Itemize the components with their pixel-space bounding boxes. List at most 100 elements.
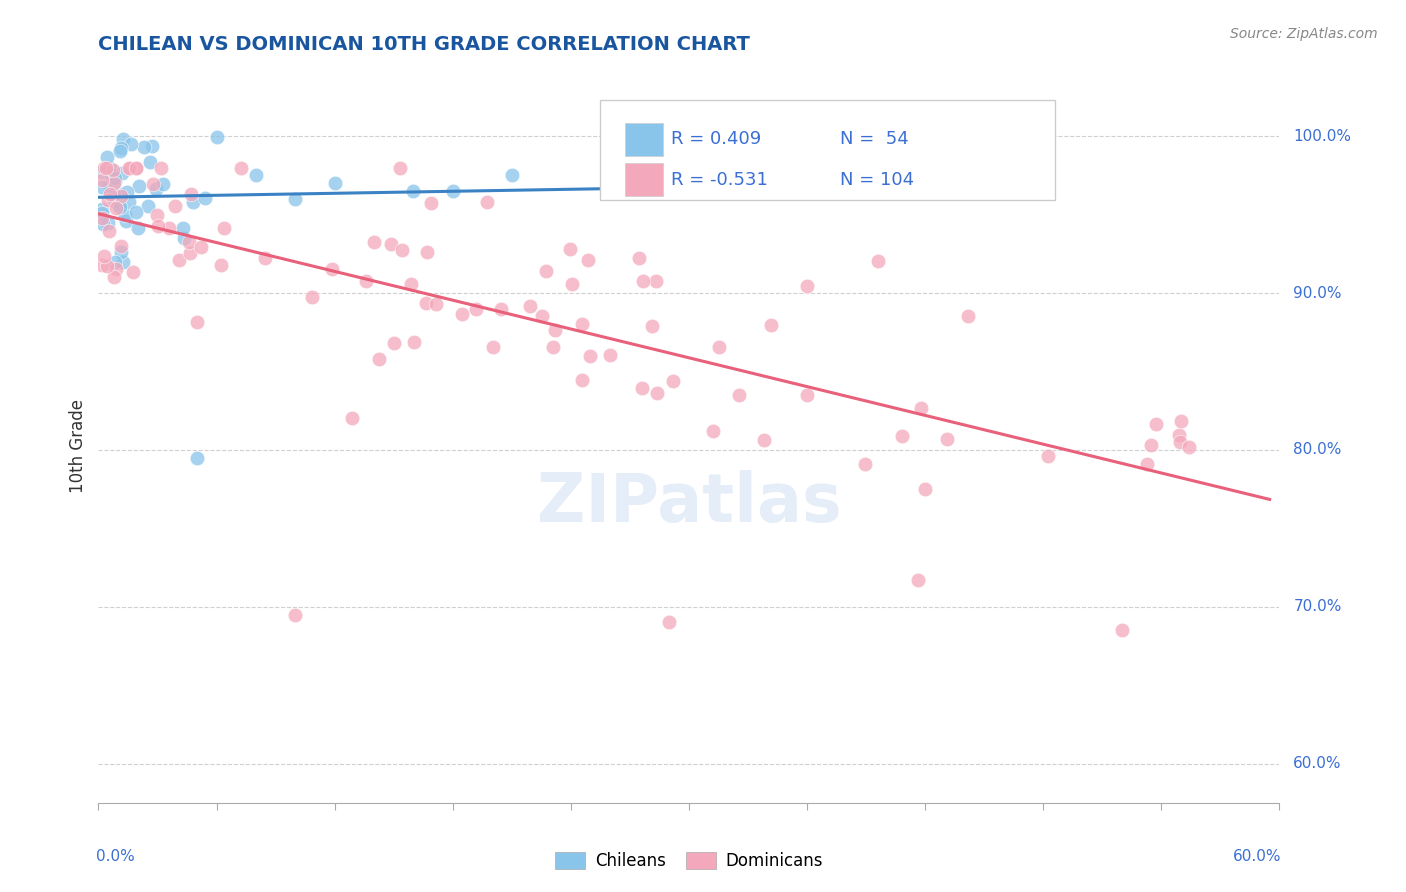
- Point: [103, 176, 125, 190]
- Point: [141, 138, 163, 153]
- Point: [103, 187, 125, 202]
- Point: [245, 169, 267, 183]
- Point: [142, 178, 165, 192]
- Point: [415, 296, 437, 310]
- Point: [796, 388, 818, 402]
- Point: [108, 198, 131, 212]
- Point: [110, 245, 132, 260]
- Point: [402, 334, 425, 349]
- Point: [641, 318, 664, 333]
- Point: [97, 216, 120, 230]
- Text: 0.0%: 0.0%: [96, 849, 135, 864]
- Point: [284, 192, 307, 206]
- Point: [181, 195, 204, 210]
- Point: [571, 373, 593, 387]
- Point: [631, 274, 654, 288]
- Point: [186, 315, 208, 329]
- Point: [416, 244, 439, 259]
- Point: [321, 262, 343, 277]
- Text: 60.0%: 60.0%: [1294, 756, 1341, 771]
- Point: [103, 174, 125, 188]
- Point: [380, 236, 402, 251]
- Point: [890, 429, 912, 443]
- Point: [122, 264, 145, 278]
- Text: ZIPatlas: ZIPatlas: [537, 470, 841, 536]
- Point: [425, 297, 447, 311]
- Point: [101, 162, 124, 177]
- Point: [96, 260, 118, 274]
- Point: [1168, 434, 1191, 449]
- Point: [104, 194, 127, 208]
- Point: [1178, 441, 1201, 455]
- Point: [125, 161, 148, 175]
- Point: [561, 277, 583, 292]
- Point: [638, 176, 661, 190]
- Point: [111, 166, 134, 180]
- Point: [91, 165, 114, 179]
- Point: [115, 186, 138, 200]
- Point: [127, 221, 149, 235]
- Point: [402, 184, 425, 198]
- Point: [388, 161, 411, 175]
- Point: [534, 263, 557, 277]
- Point: [105, 201, 128, 215]
- Point: [104, 171, 127, 186]
- Point: [128, 179, 150, 194]
- Point: [441, 184, 464, 198]
- Point: [957, 310, 980, 324]
- Point: [645, 385, 668, 400]
- FancyBboxPatch shape: [600, 100, 1054, 200]
- Point: [91, 205, 114, 219]
- Point: [146, 219, 169, 233]
- Point: [105, 261, 128, 276]
- Point: [98, 225, 121, 239]
- Point: [382, 336, 405, 351]
- Point: [209, 258, 232, 272]
- Point: [1144, 417, 1167, 432]
- Text: R = 0.409: R = 0.409: [671, 130, 762, 148]
- Text: 100.0%: 100.0%: [1294, 128, 1351, 144]
- Point: [702, 425, 724, 439]
- Point: [108, 144, 131, 158]
- Point: [145, 182, 167, 196]
- Point: [301, 290, 323, 304]
- Point: [145, 208, 167, 222]
- Point: [93, 217, 115, 231]
- Point: [571, 318, 593, 332]
- Point: [96, 165, 118, 179]
- Point: [253, 251, 276, 265]
- Point: [578, 349, 600, 363]
- Point: [94, 161, 117, 175]
- Point: [391, 244, 413, 258]
- Point: [541, 340, 564, 354]
- Point: [100, 161, 122, 176]
- Text: N = 104: N = 104: [841, 171, 914, 189]
- Point: [132, 140, 155, 154]
- Point: [464, 301, 486, 316]
- Point: [231, 161, 253, 175]
- Point: [190, 240, 212, 254]
- Text: 80.0%: 80.0%: [1294, 442, 1341, 458]
- Text: 90.0%: 90.0%: [1294, 285, 1341, 301]
- Point: [98, 178, 121, 192]
- Point: [157, 221, 180, 235]
- Point: [907, 573, 929, 587]
- Point: [759, 318, 782, 332]
- Point: [194, 191, 217, 205]
- Point: [519, 299, 541, 313]
- Point: [205, 130, 228, 145]
- Text: N =  54: N = 54: [841, 130, 908, 148]
- Point: [110, 189, 132, 203]
- Point: [212, 220, 235, 235]
- Point: [91, 180, 114, 194]
- Point: [935, 433, 957, 447]
- Point: [658, 615, 681, 630]
- Point: [149, 161, 172, 175]
- Point: [1170, 414, 1192, 428]
- Point: [914, 482, 936, 496]
- Point: [728, 388, 751, 402]
- Point: [124, 161, 146, 175]
- Point: [114, 208, 136, 222]
- Point: [560, 242, 582, 256]
- Point: [91, 202, 114, 217]
